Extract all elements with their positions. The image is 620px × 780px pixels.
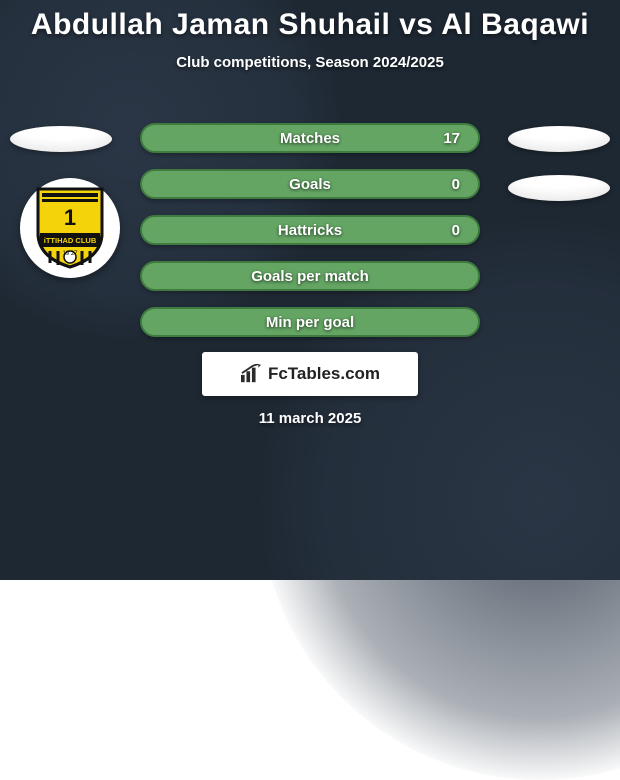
stat-bar: Goals per match [140,261,480,291]
bar-chart-icon [240,364,262,384]
player-ellipse-right-1 [508,126,610,152]
subtitle: Club competitions, Season 2024/2025 [0,54,620,71]
stat-bar-label: Goals per match [142,268,478,285]
badge-number: 1 [64,205,76,230]
brand-text: FcTables.com [268,364,380,384]
shield-icon: 1 iTTIHAD CLUB 19 27 [34,187,106,269]
stat-bar-label: Goals [142,176,478,193]
club-badge-inner: 1 iTTIHAD CLUB 19 27 [34,187,106,269]
infographic-root: Abdullah Jaman Shuhail vs Al Baqawi Club… [0,0,620,580]
badge-year: 19 27 [62,251,78,257]
stat-bar-value: 0 [452,176,460,193]
page-title: Abdullah Jaman Shuhail vs Al Baqawi [0,0,620,42]
stat-bar-label: Matches [142,130,478,147]
stat-bar-value: 17 [443,130,460,147]
stat-bar-label: Min per goal [142,314,478,331]
player-ellipse-right-2 [508,175,610,201]
brand-box: FcTables.com [202,352,418,396]
stat-bar-value: 0 [452,222,460,239]
date-label: 11 march 2025 [0,410,620,427]
stat-bar: Hattricks0 [140,215,480,245]
stat-bar: Matches17 [140,123,480,153]
player-ellipse-left [10,126,112,152]
stat-bars: Matches17Goals0Hattricks0Goals per match… [140,123,480,353]
stat-bar: Min per goal [140,307,480,337]
stat-bar: Goals0 [140,169,480,199]
badge-club-name: iTTIHAD CLUB [44,236,97,245]
club-badge: 1 iTTIHAD CLUB 19 27 [20,178,120,278]
stat-bar-label: Hattricks [142,222,478,239]
